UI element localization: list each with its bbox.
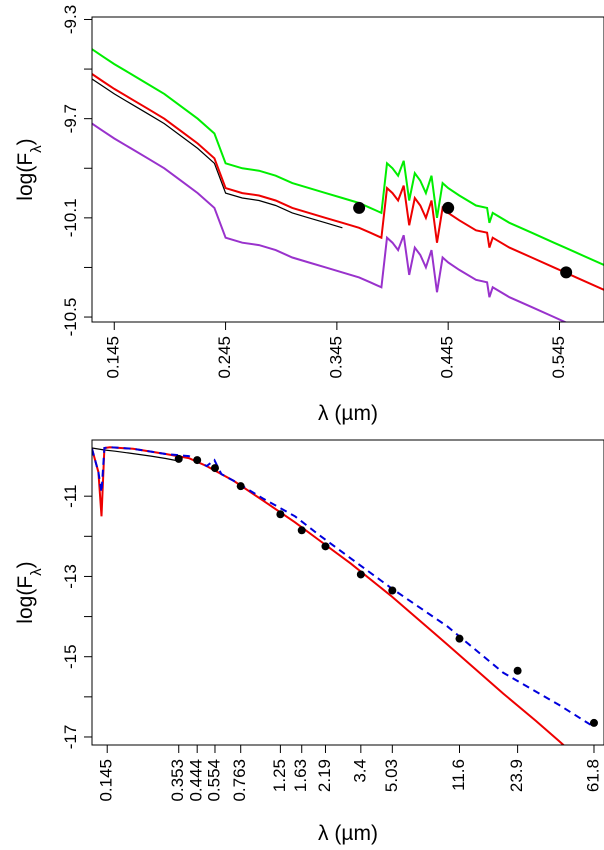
photometry-point bbox=[560, 266, 573, 279]
y-tick-label: -17 bbox=[61, 725, 80, 750]
y-axis-label-close: ) bbox=[14, 561, 37, 568]
series-line-model-fit bbox=[92, 73, 604, 291]
photometry-point bbox=[356, 570, 365, 579]
x-tick-label: 0.353 bbox=[168, 759, 187, 802]
series-line-model-upper bbox=[92, 48, 604, 266]
photometry-point bbox=[193, 456, 202, 465]
y-tick-label: -10.1 bbox=[61, 198, 80, 237]
y-axis-label: log(Fλ) bbox=[14, 561, 45, 623]
series-line-fit-dashed bbox=[92, 446, 595, 728]
plot-frame bbox=[91, 16, 604, 323]
x-tick-label: 5.03 bbox=[382, 759, 401, 792]
y-axis-label: log(Fλ) bbox=[14, 138, 45, 200]
series-line-model-lower bbox=[92, 122, 568, 322]
y-tick-label: -9.7 bbox=[61, 104, 80, 133]
photometry-point bbox=[321, 542, 330, 551]
photometry-point bbox=[297, 526, 306, 535]
photometry-point bbox=[276, 510, 285, 519]
photometry-point bbox=[353, 201, 366, 214]
x-axis-label: λ (µm) bbox=[318, 822, 378, 845]
x-tick-label: 1.63 bbox=[291, 759, 310, 792]
plot-frame bbox=[91, 439, 604, 746]
x-tick-label: 23.9 bbox=[507, 759, 526, 792]
photometry-point bbox=[210, 464, 219, 473]
x-tick-label: 61.8 bbox=[583, 759, 602, 792]
x-tick-label: 0.554 bbox=[204, 759, 223, 802]
x-tick-label: 0.763 bbox=[230, 759, 249, 802]
series-line-model-fit bbox=[92, 446, 566, 745]
photometry-point bbox=[455, 634, 464, 643]
y-tick-label: -11 bbox=[61, 485, 80, 508]
x-tick-label: 2.19 bbox=[315, 759, 334, 792]
x-tick-label: 0.145 bbox=[104, 336, 123, 379]
chart-panel-1: -10.5 -10.1 -9.7 -9.3 0.145 0.245 0.345 0.445 0.… bbox=[14, 5, 604, 425]
x-tick-label: 3.4 bbox=[350, 759, 369, 783]
y-axis-label-main: log(F bbox=[14, 153, 37, 201]
y-tick-label: -10.5 bbox=[61, 298, 80, 337]
photometry-point bbox=[236, 482, 245, 491]
x-tick-label: 1.25 bbox=[270, 759, 289, 792]
x-tick-label: 0.445 bbox=[438, 336, 457, 379]
x-tick-label: 0.345 bbox=[326, 336, 345, 379]
x-tick-label: 0.245 bbox=[215, 336, 234, 379]
photometry-point bbox=[388, 586, 397, 595]
x-tick-label: 0.145 bbox=[97, 759, 116, 802]
y-tick-label: -13 bbox=[61, 564, 80, 589]
y-axis-label-close: ) bbox=[14, 138, 37, 145]
y-tick-label: -9.3 bbox=[61, 5, 80, 34]
photometry-point bbox=[442, 201, 455, 214]
y-axis-label-subscript: λ bbox=[28, 568, 45, 576]
x-tick-label: 11.6 bbox=[449, 759, 468, 791]
x-axis-label: λ (µm) bbox=[318, 402, 378, 425]
y-axis-label-main: log(F bbox=[14, 576, 37, 624]
y-axis-label-subscript: λ bbox=[28, 145, 45, 153]
photometry-point bbox=[589, 718, 598, 727]
photometry-point bbox=[174, 454, 183, 463]
series-line-observed bbox=[92, 78, 343, 229]
photometry-point bbox=[513, 666, 522, 675]
x-tick-label: 0.444 bbox=[187, 759, 206, 802]
x-tick-label: 0.545 bbox=[549, 336, 568, 379]
y-tick-label: -15 bbox=[61, 644, 80, 669]
